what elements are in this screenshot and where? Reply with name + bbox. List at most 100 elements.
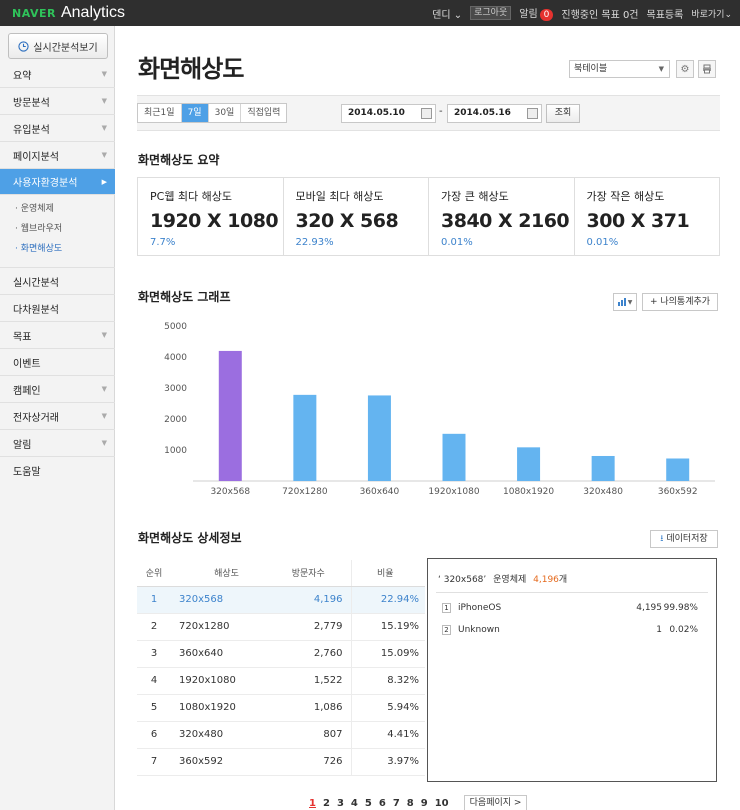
summary-card-value: 3840 X 2160 (441, 210, 570, 232)
col-ratio[interactable]: 비율 (351, 560, 425, 587)
tab-7days[interactable]: 7일 (181, 104, 209, 122)
sidebar-subitem-resolution[interactable]: · 화면해상도 (15, 244, 63, 254)
summary-card-largest: 가장 큰 해상도 3840 X 2160 0.01% (429, 178, 575, 255)
sidebar-item-goals[interactable]: 목표 ▼ (0, 322, 115, 349)
sidebar-item-summary[interactable]: 요약 ▼ (0, 61, 115, 88)
sidebar-item-inflow-analysis[interactable]: 유입분석 ▼ (0, 115, 115, 142)
analytics-logo[interactable]: Analytics (60, 4, 126, 21)
cell-rank: 2 (137, 613, 171, 641)
sidebar-item-label: 실시간분석 (13, 277, 59, 289)
tab-custom[interactable]: 직접입력 (247, 108, 281, 118)
page-link[interactable]: 7 (392, 797, 400, 809)
search-button[interactable]: 조회 (546, 104, 580, 123)
sidebar-item-label: 목표 (13, 331, 32, 343)
table-row[interactable]: 5 1080x1920 1,086 5.94% (137, 694, 425, 722)
sidebar-item-page-analysis[interactable]: 페이지분석 ▼ (0, 142, 115, 169)
page-link[interactable]: 4 (350, 797, 358, 809)
chart-type-button[interactable]: ▼ (613, 293, 637, 311)
page-link[interactable]: 1 (309, 797, 316, 809)
x-tick-label: 360x640 (360, 487, 400, 497)
clock-icon (18, 40, 29, 52)
page-link[interactable]: 10 (434, 797, 449, 809)
date-to-field[interactable]: 2014.05.16 (447, 104, 542, 123)
table-row[interactable]: 7 360x592 726 3.97% (137, 748, 425, 776)
chevron-down-icon: ▼ (627, 298, 633, 306)
os-row-number: 1 (442, 603, 451, 613)
pagination: 1 2 3 4 5 6 7 8 9 10 다음페이지 > (309, 795, 528, 810)
calendar-icon[interactable] (421, 108, 432, 119)
cell-rank: 5 (137, 694, 171, 722)
sidebar-submenu: · 운영체제 · 웹브라우저 · 화면해상도 (0, 195, 115, 268)
y-tick-label: 4000 (164, 353, 187, 363)
list-item[interactable]: 1 iPhoneOS 4,195 99.98% (438, 603, 708, 617)
y-tick-label: 1000 (164, 446, 187, 456)
sidebar-item-realtime[interactable]: 실시간분석 (0, 268, 115, 295)
x-tick-label: 320x480 (583, 487, 623, 497)
page-link[interactable]: 8 (406, 797, 414, 809)
sidebar-item-help[interactable]: 도움말 (0, 457, 115, 484)
user-menu[interactable]: 덴디 ⌄ (432, 9, 463, 21)
table-row[interactable]: 3 360x640 2,760 15.09% (137, 640, 425, 668)
settings-button[interactable]: ⚙ (676, 60, 694, 78)
sidebar-subitem-os[interactable]: · 운영체제 (15, 204, 54, 214)
sidebar-item-label: 페이지분석 (13, 151, 59, 163)
print-button[interactable] (698, 60, 716, 78)
naver-logo[interactable]: NAVER (12, 6, 56, 20)
table-row[interactable]: 4 1920x1080 1,522 8.32% (137, 667, 425, 695)
realtime-analysis-button[interactable]: 실시간분석보기 (8, 33, 108, 59)
date-from-field[interactable]: 2014.05.10 (341, 104, 436, 123)
sidebar-subitem-browser[interactable]: · 웹브라우저 (15, 224, 63, 234)
bookmark-select[interactable]: 북테이블 ▼ (569, 60, 670, 78)
page-link[interactable]: 5 (364, 797, 372, 809)
calendar-icon[interactable] (527, 108, 538, 119)
cell-resolution: 360x640 (171, 640, 274, 668)
add-my-stat-button[interactable]: + 나의통계추가 (642, 293, 718, 311)
table-row[interactable]: 1 320x568 4,196 22.94% (137, 586, 425, 614)
sidebar-item-visit-analysis[interactable]: 방문분석 ▼ (0, 88, 115, 115)
col-visits[interactable]: 방문자수 (274, 560, 352, 587)
sidebar-item-user-environment[interactable]: 사용자환경분석 ▶ (0, 169, 115, 195)
page-link[interactable]: 9 (420, 797, 428, 809)
next-page-button[interactable]: 다음페이지 > (463, 795, 528, 810)
page-link[interactable]: 2 (322, 797, 330, 809)
sidebar-item-ecommerce[interactable]: 전자상거래 ▼ (0, 403, 115, 430)
chevron-down-icon: ▼ (658, 65, 664, 73)
list-item[interactable]: 2 Unknown 1 0.02% (438, 625, 708, 639)
chevron-down-icon: ▼ (101, 70, 107, 78)
export-data-button[interactable]: ⭳ 데이터저장 (650, 530, 718, 548)
os-breakdown-panel: ‘ 320x568’ 운영체제 4,196개 1 iPhoneOS 4,195 … (427, 558, 717, 782)
cell-ratio: 22.94% (351, 586, 425, 614)
summary-card-label: 가장 작은 해상도 (586, 190, 665, 203)
top-bar: NAVER Analytics 덴디 ⌄ 로그아웃 알림 0 진행중인 목표 0건… (0, 0, 740, 26)
bar (293, 394, 317, 481)
shortcut-menu[interactable]: 바로가기⌄ (691, 9, 732, 20)
tab-30days[interactable]: 30일 (209, 104, 242, 122)
summary-card-value: 1920 X 1080 (150, 210, 279, 232)
chevron-down-icon: ▼ (101, 439, 107, 447)
print-icon (703, 64, 711, 74)
cell-ratio: 4.41% (351, 721, 425, 749)
logout-button[interactable]: 로그아웃 (470, 6, 512, 20)
os-row-count: 4,195 (636, 603, 662, 613)
period-tabs: 최근1일 7일 30일 직접입력 (137, 103, 288, 123)
chevron-down-icon: ▼ (101, 97, 107, 105)
page-link[interactable]: 3 (336, 797, 344, 809)
sidebar-item-alerts[interactable]: 알림 ▼ (0, 430, 115, 457)
table-row[interactable]: 6 320x480 807 4.41% (137, 721, 425, 749)
summary-title: 화면해상도 요약 (138, 153, 220, 167)
cell-ratio: 8.32% (351, 667, 425, 695)
goals-running-link[interactable]: 진행중인 목표 0건 (561, 9, 639, 21)
goal-register-link[interactable]: 목표등록 (646, 9, 684, 21)
cell-visits: 1,086 (274, 694, 352, 722)
sidebar-item-campaign[interactable]: 캠페인 ▼ (0, 376, 115, 403)
alerts-link[interactable]: 알림 0 (519, 5, 554, 21)
sidebar-item-events[interactable]: 이벤트 (0, 349, 115, 376)
tab-1day[interactable]: 최근1일 (138, 104, 182, 122)
page-link[interactable]: 6 (378, 797, 386, 809)
export-data-label: 데이터저장 (666, 534, 708, 544)
cell-resolution: 1920x1080 (171, 667, 274, 695)
sidebar-item-multidimensional[interactable]: 다차원분석 (0, 295, 115, 322)
table-row[interactable]: 2 720x1280 2,779 15.19% (137, 613, 425, 641)
col-resolution[interactable]: 해상도 (171, 560, 274, 587)
col-rank[interactable]: 순위 (137, 560, 171, 587)
